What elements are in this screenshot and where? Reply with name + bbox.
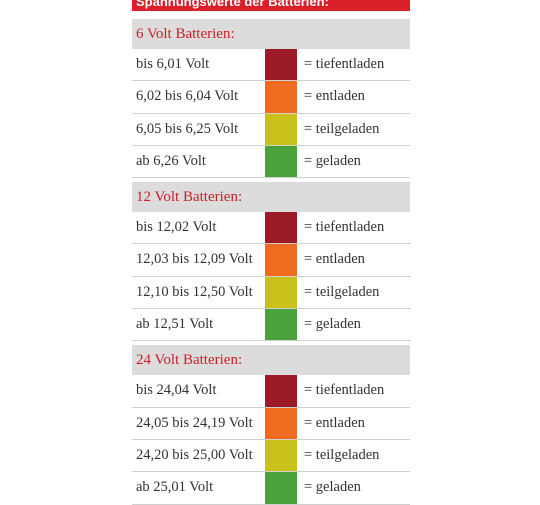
color-swatch-geladen: [265, 309, 297, 341]
table-row: 6,02 bis 6,04 Volt = entladen: [132, 81, 410, 114]
table-row: ab 6,26 Volt = geladen: [132, 145, 410, 179]
table-row: 12,03 bis 12,09 Volt = entladen: [132, 244, 410, 277]
voltage-range: 24,20 bis 25,00 Volt: [136, 446, 253, 463]
charge-status: = tiefentladen: [304, 219, 385, 236]
charge-status: = geladen: [304, 316, 361, 333]
charge-status: = tiefentladen: [304, 382, 385, 399]
charge-status: = geladen: [304, 479, 361, 496]
charge-status: = teilgeladen: [304, 446, 380, 463]
color-swatch-entladen: [265, 407, 297, 439]
title-spacer: [132, 11, 410, 19]
color-swatch-tiefentladen: [265, 375, 297, 407]
voltage-range: bis 6,01 Volt: [136, 56, 210, 72]
table-row: 12,10 bis 12,50 Volt = teilgeladen: [132, 276, 410, 310]
table-title-text: Spannungswerte der Batterien:: [136, 0, 329, 9]
table-row: 6,05 bis 6,25 Volt = teilgeladen: [132, 113, 410, 146]
voltage-range: 12,03 bis 12,09 Volt: [136, 251, 253, 268]
voltage-range: ab 6,26 Volt: [136, 152, 206, 169]
table-row: bis 24,04 Volt = tiefentladen: [132, 375, 410, 408]
voltage-range: 6,05 bis 6,25 Volt: [136, 120, 239, 137]
voltage-range: ab 12,51 Volt: [136, 316, 214, 333]
charge-status: = geladen: [304, 152, 361, 169]
group-12v: 12 Volt Batterien: bis 12,02 Volt = tief…: [132, 182, 410, 342]
color-swatch-tiefentladen: [265, 212, 297, 244]
group-24v: 24 Volt Batterien: bis 24,04 Volt = tief…: [132, 345, 410, 505]
voltage-range: 24,05 bis 24,19 Volt: [136, 414, 253, 431]
voltage-range: 6,02 bis 6,04 Volt: [136, 88, 239, 105]
group-header: 6 Volt Batterien:: [132, 19, 410, 49]
color-swatch-teilgeladen: [265, 113, 297, 145]
color-swatch-geladen: [265, 145, 297, 178]
voltage-table: Spannungswerte der Batterien: 6 Volt Bat…: [132, 0, 410, 505]
table-row: ab 12,51 Volt = geladen: [132, 309, 410, 342]
voltage-range: bis 12,02 Volt: [136, 219, 217, 236]
table-row: ab 25,01 Volt = geladen: [132, 472, 410, 505]
table-row: 24,20 bis 25,00 Volt = teilgeladen: [132, 439, 410, 473]
color-swatch-entladen: [265, 244, 297, 276]
group-6v: 6 Volt Batterien: bis 6,01 Volt = tiefen…: [132, 19, 410, 179]
color-swatch-entladen: [265, 81, 297, 113]
charge-status: = entladen: [304, 88, 365, 105]
charge-status: = entladen: [304, 414, 365, 431]
voltage-range: ab 25,01 Volt: [136, 479, 214, 496]
table-row: bis 12,02 Volt = tiefentladen: [132, 212, 410, 245]
color-swatch-geladen: [265, 472, 297, 504]
group-header: 24 Volt Batterien:: [132, 345, 410, 376]
group-header: 12 Volt Batterien:: [132, 182, 410, 213]
table-row: bis 6,01 Volt = tiefentladen: [132, 49, 410, 82]
charge-status: = tiefentladen: [304, 56, 385, 72]
color-swatch-teilgeladen: [265, 276, 297, 309]
color-swatch-tiefentladen: [265, 49, 297, 81]
charge-status: = teilgeladen: [304, 283, 380, 300]
color-swatch-teilgeladen: [265, 439, 297, 472]
table-row: 24,05 bis 24,19 Volt = entladen: [132, 407, 410, 440]
table-title: Spannungswerte der Batterien:: [132, 0, 410, 11]
voltage-range: bis 24,04 Volt: [136, 382, 217, 399]
charge-status: = entladen: [304, 251, 365, 268]
charge-status: = teilgeladen: [304, 120, 380, 137]
voltage-range: 12,10 bis 12,50 Volt: [136, 283, 253, 300]
